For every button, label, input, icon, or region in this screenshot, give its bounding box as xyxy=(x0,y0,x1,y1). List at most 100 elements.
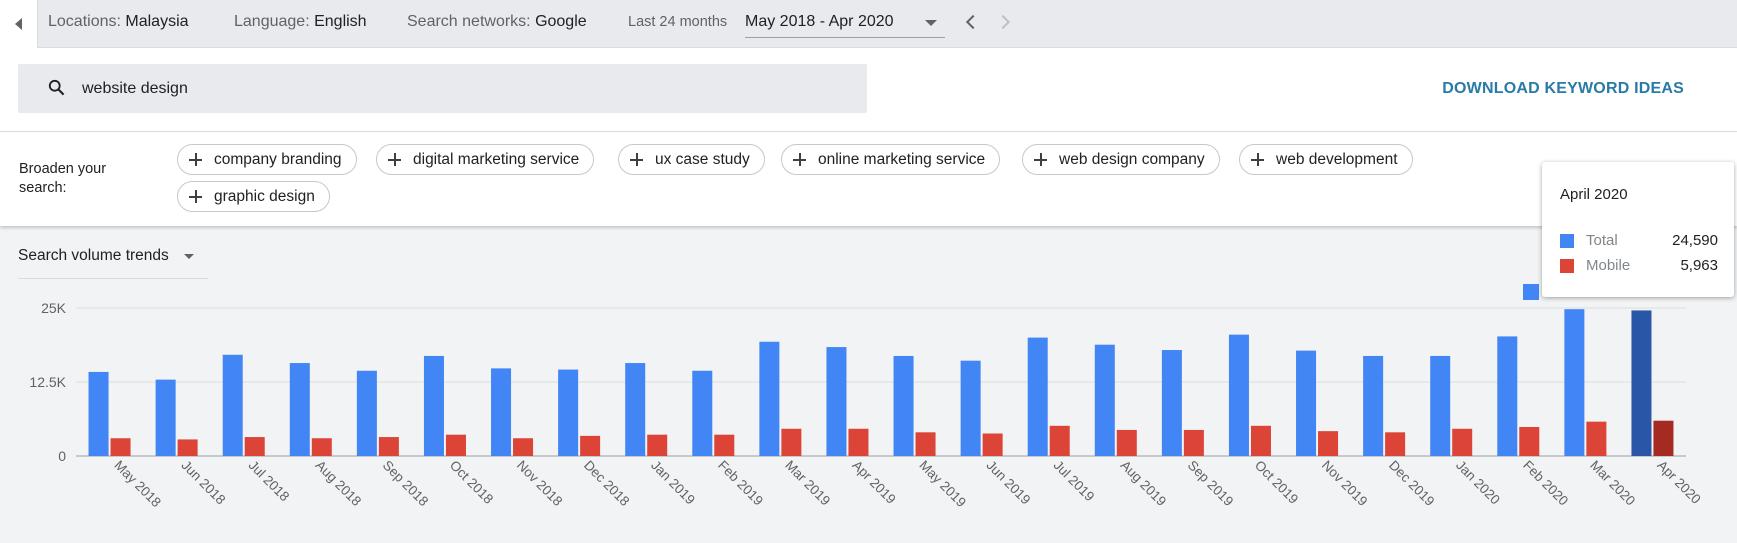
bar-mobile xyxy=(110,438,131,456)
location-filter[interactable]: Locations: Malaysia xyxy=(48,13,189,30)
x-tick-label: Sep 2018 xyxy=(380,458,431,509)
bar-mobile xyxy=(1385,432,1406,456)
x-tick-label: Dec 2019 xyxy=(1386,458,1437,509)
x-tick-label: Oct 2018 xyxy=(447,458,496,507)
bar-mobile xyxy=(445,434,466,456)
broaden-search-section: Broaden your search: company branding di… xyxy=(0,131,1737,226)
bar-mobile xyxy=(311,438,332,456)
date-range-select[interactable]: May 2018 - Apr 2020 xyxy=(745,8,945,38)
mobile-swatch xyxy=(1560,259,1574,273)
bar-total xyxy=(826,347,847,456)
bar-mobile xyxy=(1250,425,1271,456)
location-value: Malaysia xyxy=(125,13,189,30)
x-tick-label: May 2019 xyxy=(916,458,969,511)
bar-total xyxy=(356,370,377,456)
x-tick-label: Jun 2018 xyxy=(179,458,229,508)
bar-mobile xyxy=(177,439,198,456)
bar-mobile xyxy=(647,434,668,456)
bar-mobile xyxy=(1653,420,1674,456)
filter-bar: Locations: Malaysia Language: English Se… xyxy=(0,0,1737,48)
dropdown-arrow-icon xyxy=(184,254,194,259)
broaden-chip[interactable]: web development xyxy=(1239,144,1413,175)
x-tick-label: Feb 2020 xyxy=(1520,458,1571,509)
bar-total xyxy=(1094,344,1115,456)
bar-mobile xyxy=(244,437,265,456)
broaden-chip[interactable]: company branding xyxy=(177,144,357,175)
broaden-label: Broaden your search: xyxy=(19,161,107,196)
date-range-value: May 2018 - Apr 2020 xyxy=(745,13,894,30)
x-tick-label: Apr 2020 xyxy=(1654,458,1703,507)
broaden-chip[interactable]: digital marketing service xyxy=(376,144,595,175)
broaden-chip[interactable]: graphic design xyxy=(177,181,330,212)
plus-icon xyxy=(1034,153,1047,166)
network-value: Google xyxy=(535,13,587,30)
x-tick-label: Sep 2019 xyxy=(1185,458,1236,509)
chevron-right-icon xyxy=(995,14,1011,30)
bar-total xyxy=(558,369,579,456)
x-tick-label: Dec 2018 xyxy=(581,458,632,509)
bar-total xyxy=(289,363,310,456)
back-button[interactable] xyxy=(0,0,38,48)
broaden-chip[interactable]: ux case study xyxy=(618,144,765,175)
bar-mobile xyxy=(1116,429,1137,456)
bar-total xyxy=(1430,355,1451,456)
chevron-left-icon xyxy=(965,14,981,30)
x-tick-label: May 2018 xyxy=(111,458,164,511)
bar-total xyxy=(1564,309,1585,456)
bar-mobile xyxy=(1586,421,1607,456)
total-swatch xyxy=(1560,234,1574,248)
plus-icon xyxy=(1251,153,1264,166)
tooltip-total-row: Total 24,590 xyxy=(1560,232,1718,250)
bar-mobile xyxy=(1318,431,1339,456)
legend-swatch-total xyxy=(1523,284,1539,300)
x-tick-label: Jun 2019 xyxy=(984,458,1034,508)
bar-total xyxy=(1497,336,1518,456)
search-network-filter[interactable]: Search networks: Google xyxy=(407,13,587,30)
bar-total xyxy=(759,341,780,456)
x-tick-label: Mar 2019 xyxy=(782,458,833,509)
x-tick-label: Aug 2019 xyxy=(1118,458,1169,509)
x-tick-label: Aug 2018 xyxy=(313,458,364,509)
plus-icon xyxy=(388,153,401,166)
broaden-chip[interactable]: online marketing service xyxy=(781,144,1001,175)
tooltip-mobile-row: Mobile 5,963 xyxy=(1560,257,1718,275)
bar-mobile xyxy=(781,428,802,456)
search-volume-trends-select[interactable]: Search volume trends xyxy=(18,247,208,279)
triangle-left-icon xyxy=(15,18,22,30)
dropdown-arrow-icon xyxy=(925,20,937,26)
y-tick-label: 12.5K xyxy=(29,374,66,390)
bar-mobile xyxy=(378,437,399,456)
download-keyword-ideas-button[interactable]: DOWNLOAD KEYWORD IDEAS xyxy=(1442,80,1684,97)
bar-mobile xyxy=(1183,429,1204,456)
bar-mobile xyxy=(513,438,534,456)
broaden-chip[interactable]: web design company xyxy=(1022,144,1220,175)
range-label: Last 24 months xyxy=(628,14,728,30)
bar-total xyxy=(1161,350,1182,456)
language-value: English xyxy=(314,13,367,30)
y-tick-label: 25K xyxy=(41,300,67,316)
search-box[interactable] xyxy=(18,64,867,113)
search-section: DOWNLOAD KEYWORD IDEAS xyxy=(0,48,1737,131)
x-tick-label: Nov 2019 xyxy=(1319,458,1370,509)
x-tick-label: Apr 2019 xyxy=(849,458,898,507)
x-tick-label: Jul 2018 xyxy=(246,458,293,505)
x-tick-label: Jan 2019 xyxy=(648,458,698,508)
y-tick-label: 0 xyxy=(58,448,66,464)
search-icon xyxy=(48,79,65,96)
plus-icon xyxy=(630,153,643,166)
x-tick-label: Feb 2019 xyxy=(715,458,766,509)
bar-mobile xyxy=(580,435,601,456)
x-tick-label: Jul 2019 xyxy=(1051,458,1098,505)
search-volume-chart: 0 12.5K 25K May 2018 Jun 2018 Jul 2018 Aug 201… xyxy=(29,300,1703,511)
previous-range-button[interactable] xyxy=(958,8,984,36)
tooltip-mobile-value: 5,963 xyxy=(1680,257,1718,274)
keyword-search-input[interactable] xyxy=(82,64,842,113)
bar-mobile xyxy=(1049,425,1070,456)
bar-total xyxy=(491,368,512,456)
language-filter[interactable]: Language: English xyxy=(234,13,367,30)
bar-total xyxy=(222,354,243,456)
bar-total xyxy=(88,371,109,456)
chart-tooltip: April 2020 Total 24,590 Mobile 5,963 xyxy=(1542,162,1734,297)
next-range-button[interactable] xyxy=(992,8,1018,36)
bar-mobile xyxy=(714,434,735,456)
